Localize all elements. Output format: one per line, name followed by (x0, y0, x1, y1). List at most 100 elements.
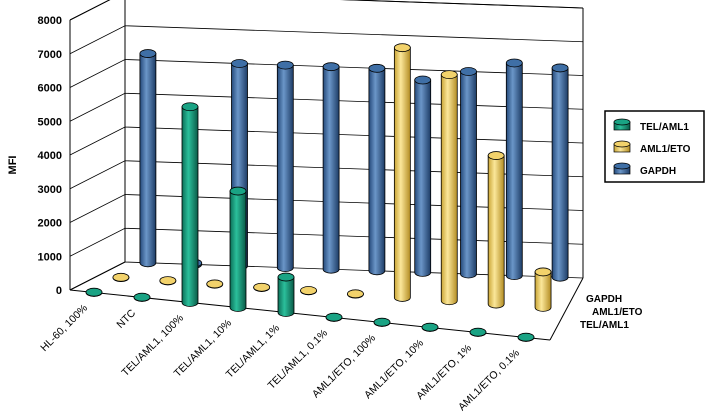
bar-body (440, 74, 458, 306)
legend-item: GAPDH (613, 162, 676, 177)
y-tick-label: 3000 (38, 184, 62, 196)
gridline (69, 25, 584, 55)
bar-top (393, 43, 411, 53)
y-tick-label: 5000 (38, 116, 62, 128)
bar-top (551, 63, 569, 73)
bar (325, 312, 343, 322)
legend-swatch-top (613, 140, 631, 148)
bar-body (277, 276, 295, 317)
bar (85, 287, 103, 297)
legend-item: TEL/AML1 (613, 118, 689, 133)
legend-label: GAPDH (640, 166, 676, 177)
bar (505, 58, 523, 280)
bar-top (421, 322, 439, 332)
bar-top (112, 272, 130, 282)
bar (460, 67, 477, 279)
bar-top (414, 75, 432, 85)
back-wall-top-edge (339, 0, 584, 9)
bar (393, 43, 411, 302)
bar-top (505, 58, 523, 68)
depth-label: AML1/ETO (592, 307, 643, 318)
bar (133, 292, 151, 302)
depth-labels: GAPDH AML1/ETO TEL/AML1 (580, 294, 643, 331)
legend-label: TEL/AML1 (640, 122, 689, 133)
bar-body (460, 71, 477, 279)
bar-top (517, 332, 535, 342)
bar-top (300, 286, 317, 295)
legend-label: AML1/ETO (640, 144, 691, 155)
bar-body (505, 62, 523, 280)
legend-swatch-top (613, 162, 631, 170)
bar-top (373, 317, 391, 327)
bar-top (85, 287, 103, 297)
bar (112, 272, 130, 283)
bar-body (229, 190, 247, 312)
depth-label: TEL/AML1 (580, 320, 629, 331)
bar-body (487, 155, 505, 309)
bar (421, 322, 439, 332)
bar-top (322, 62, 340, 72)
bar-body (551, 67, 569, 282)
category-label: NTC (114, 307, 138, 331)
bar-top (206, 279, 224, 289)
bar-top (231, 59, 248, 68)
bar-top (347, 289, 364, 299)
bar-body (139, 53, 157, 268)
bar-top (368, 63, 386, 73)
bar (277, 272, 295, 317)
bar-top (181, 102, 199, 112)
bar-top (534, 267, 552, 277)
bar (517, 332, 535, 342)
y-tick-labels: 0 1000 2000 3000 4000 5000 6000 7000 8000 (38, 15, 62, 297)
bar (300, 286, 317, 296)
bar (253, 282, 271, 292)
bar-top (139, 49, 157, 58)
bar-top (469, 327, 487, 337)
side-wall-top-edge (69, 0, 111, 21)
bar-body (368, 67, 386, 276)
bars (85, 43, 569, 342)
bar-top (229, 186, 247, 196)
category-label: HL-60, 100% (38, 302, 90, 354)
floor-right-edge (549, 277, 584, 341)
y-tick-label: 8000 (38, 15, 62, 27)
bar (440, 70, 458, 306)
bar (139, 49, 157, 268)
bar (469, 327, 487, 337)
bar (551, 63, 569, 282)
category-label: AML1/ETO, 1% (414, 342, 474, 402)
gridline (69, 59, 584, 88)
bar-top (276, 60, 294, 70)
bar (322, 62, 340, 274)
bar (414, 75, 432, 277)
bar-top (487, 151, 505, 160)
bar-body (276, 64, 294, 272)
bar (368, 63, 386, 276)
y-axis-label: MFI (7, 156, 19, 175)
bar-top (325, 312, 343, 322)
y-tick-label: 7000 (38, 49, 62, 61)
bar (347, 289, 364, 299)
bar-body (393, 47, 411, 302)
y-tick-label: 2000 (38, 218, 62, 230)
legend-item: AML1/ETO (613, 140, 691, 155)
bar-top (253, 282, 271, 292)
bar-body (534, 271, 552, 312)
y-tick-label: 0 (56, 285, 62, 297)
bar (487, 151, 505, 309)
bar (181, 102, 199, 307)
bar-top (159, 276, 177, 286)
legend-swatch-top (613, 118, 631, 126)
bar-top (133, 292, 151, 302)
category-label: TEL/AML1, 1% (224, 322, 282, 380)
bar (206, 279, 224, 289)
bar-top (460, 67, 477, 76)
bar (159, 276, 177, 286)
bar-top (277, 272, 295, 282)
bar-body (414, 79, 432, 277)
y-tick-label: 6000 (38, 83, 62, 95)
legend: TEL/AML1 AML1/ETO GAPDH (604, 110, 705, 183)
